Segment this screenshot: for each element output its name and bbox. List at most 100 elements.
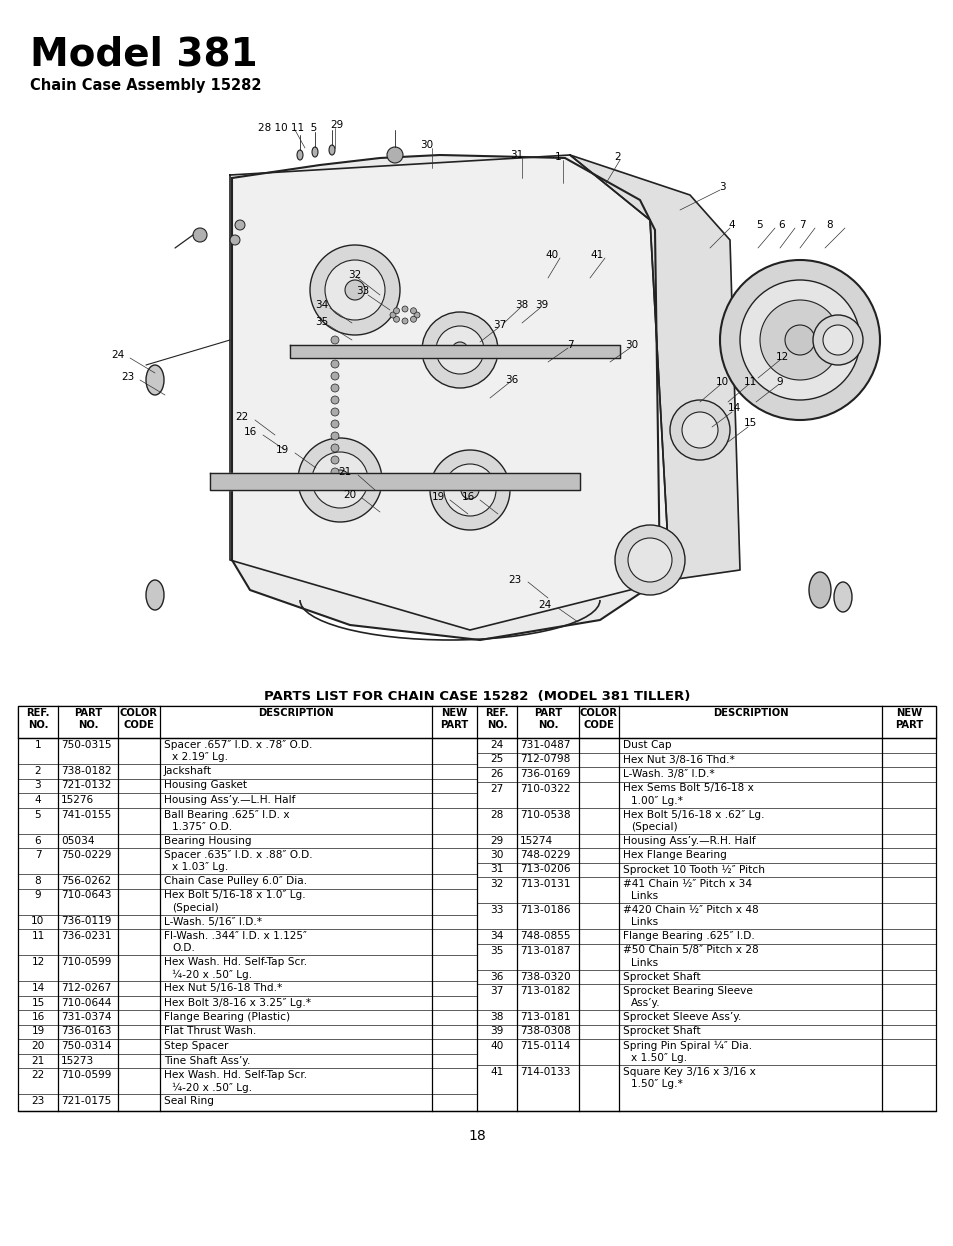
Text: 40: 40: [545, 250, 558, 260]
Text: (Special): (Special): [172, 903, 218, 913]
Text: 748-0229: 748-0229: [519, 850, 570, 860]
Text: 15276: 15276: [61, 795, 94, 805]
Text: 32: 32: [490, 878, 503, 888]
Text: 11: 11: [742, 378, 756, 388]
Text: 1.375″ O.D.: 1.375″ O.D.: [172, 822, 232, 832]
Text: 32: 32: [348, 270, 361, 280]
Text: Spring Pin Spiral ¼″ Dia.: Spring Pin Spiral ¼″ Dia.: [622, 1040, 751, 1052]
Text: Square Key 3/16 x 3/16 x: Square Key 3/16 x 3/16 x: [622, 1067, 755, 1077]
Text: 40: 40: [490, 1040, 503, 1050]
Text: Hex Flange Bearing: Hex Flange Bearing: [622, 850, 726, 860]
Text: 26: 26: [490, 769, 503, 779]
Text: REF.
NO.: REF. NO.: [27, 708, 50, 730]
Text: 1: 1: [34, 740, 41, 750]
Text: 10: 10: [715, 378, 728, 388]
Ellipse shape: [331, 336, 338, 344]
Text: x 2.19″ Lg.: x 2.19″ Lg.: [172, 753, 228, 763]
Text: 37: 37: [490, 986, 503, 996]
Ellipse shape: [387, 147, 402, 163]
Text: 19: 19: [31, 1027, 45, 1037]
Ellipse shape: [312, 452, 368, 508]
Ellipse shape: [452, 341, 468, 358]
Text: 712-0798: 712-0798: [519, 755, 570, 765]
Text: NEW
PART: NEW PART: [894, 708, 923, 730]
Text: Hex Bolt 5/16-18 x 1.0″ Lg.: Hex Bolt 5/16-18 x 1.0″ Lg.: [164, 891, 305, 901]
Text: x 1.03″ Lg.: x 1.03″ Lg.: [172, 862, 228, 872]
Text: Hex Wash. Hd. Self-Tap Scr.: Hex Wash. Hd. Self-Tap Scr.: [164, 1070, 307, 1080]
Text: 24: 24: [537, 601, 551, 611]
Polygon shape: [290, 345, 619, 358]
Text: 22: 22: [31, 1070, 45, 1080]
Ellipse shape: [193, 228, 207, 242]
Ellipse shape: [230, 235, 240, 245]
Ellipse shape: [331, 348, 338, 356]
Text: Hex Nut 5/16-18 Thd.*: Hex Nut 5/16-18 Thd.*: [164, 983, 282, 993]
Text: Spacer .635″ I.D. x .88″ O.D.: Spacer .635″ I.D. x .88″ O.D.: [164, 850, 313, 860]
Text: 19: 19: [275, 445, 289, 455]
Ellipse shape: [414, 312, 419, 318]
Text: ¼-20 x .50″ Lg.: ¼-20 x .50″ Lg.: [172, 1083, 252, 1093]
Text: 8: 8: [34, 876, 41, 886]
Text: 31: 31: [510, 150, 523, 159]
Text: (Special): (Special): [630, 822, 677, 832]
Text: 750-0229: 750-0229: [61, 850, 112, 860]
Text: 30: 30: [420, 140, 433, 150]
Text: Spacer .657″ I.D. x .78″ O.D.: Spacer .657″ I.D. x .78″ O.D.: [164, 740, 312, 750]
Ellipse shape: [615, 525, 684, 596]
Text: Model 381: Model 381: [30, 35, 257, 74]
Text: 714-0133: 714-0133: [519, 1067, 570, 1077]
Ellipse shape: [331, 396, 338, 404]
Bar: [18, 706, 935, 1110]
Text: 731-0487: 731-0487: [519, 740, 570, 750]
Text: 39: 39: [535, 300, 548, 310]
Ellipse shape: [421, 312, 497, 388]
Bar: [18, 706, 935, 738]
Text: Sprocket 10 Tooth ½″ Pitch: Sprocket 10 Tooth ½″ Pitch: [622, 865, 764, 875]
Text: 30: 30: [490, 850, 503, 860]
Text: 29: 29: [330, 120, 343, 130]
Text: 35: 35: [315, 316, 328, 326]
Ellipse shape: [760, 300, 840, 380]
Text: Links: Links: [630, 891, 658, 901]
Text: Flange Bearing .625″ I.D.: Flange Bearing .625″ I.D.: [622, 931, 754, 941]
Ellipse shape: [669, 400, 729, 460]
Ellipse shape: [681, 412, 718, 449]
Text: PART
NO.: PART NO.: [73, 708, 102, 730]
Ellipse shape: [234, 221, 245, 231]
Text: Seal Ring: Seal Ring: [164, 1096, 213, 1106]
Ellipse shape: [393, 308, 399, 314]
Text: 713-0181: 713-0181: [519, 1012, 570, 1022]
Text: Step Spacer: Step Spacer: [164, 1040, 228, 1050]
Ellipse shape: [329, 145, 335, 155]
Text: 33: 33: [490, 905, 503, 915]
Ellipse shape: [822, 325, 852, 355]
Text: REF.
NO.: REF. NO.: [485, 708, 508, 730]
Text: 710-0644: 710-0644: [61, 998, 112, 1008]
Text: 23: 23: [121, 373, 134, 383]
Text: 33: 33: [356, 287, 369, 297]
Text: Housing Gasket: Housing Gasket: [164, 780, 247, 790]
Ellipse shape: [812, 315, 862, 365]
Text: #41 Chain ½″ Pitch x 34: #41 Chain ½″ Pitch x 34: [622, 878, 751, 888]
Text: 30: 30: [625, 340, 638, 350]
Text: 713-0131: 713-0131: [519, 878, 570, 888]
Text: Housing Ass’y.—R.H. Half: Housing Ass’y.—R.H. Half: [622, 836, 755, 846]
Text: 24: 24: [490, 740, 503, 750]
Text: Chain Case Pulley 6.0″ Dia.: Chain Case Pulley 6.0″ Dia.: [164, 876, 307, 886]
Ellipse shape: [627, 538, 671, 582]
Text: Jackshaft: Jackshaft: [164, 766, 212, 776]
Text: 3: 3: [718, 182, 724, 192]
Polygon shape: [210, 473, 579, 490]
Text: 4: 4: [34, 795, 41, 805]
Ellipse shape: [410, 308, 416, 314]
Text: 1.50″ Lg.*: 1.50″ Lg.*: [630, 1079, 682, 1089]
Text: DESCRIPTION: DESCRIPTION: [712, 708, 787, 718]
Text: Chain Case Assembly 15282: Chain Case Assembly 15282: [30, 78, 261, 93]
Text: 38: 38: [515, 300, 528, 310]
Ellipse shape: [833, 582, 851, 612]
Text: 715-0114: 715-0114: [519, 1040, 570, 1050]
Text: 22: 22: [235, 412, 249, 422]
Text: 6: 6: [34, 836, 41, 846]
Text: 738-0182: 738-0182: [61, 766, 112, 776]
Text: 16: 16: [31, 1012, 45, 1022]
